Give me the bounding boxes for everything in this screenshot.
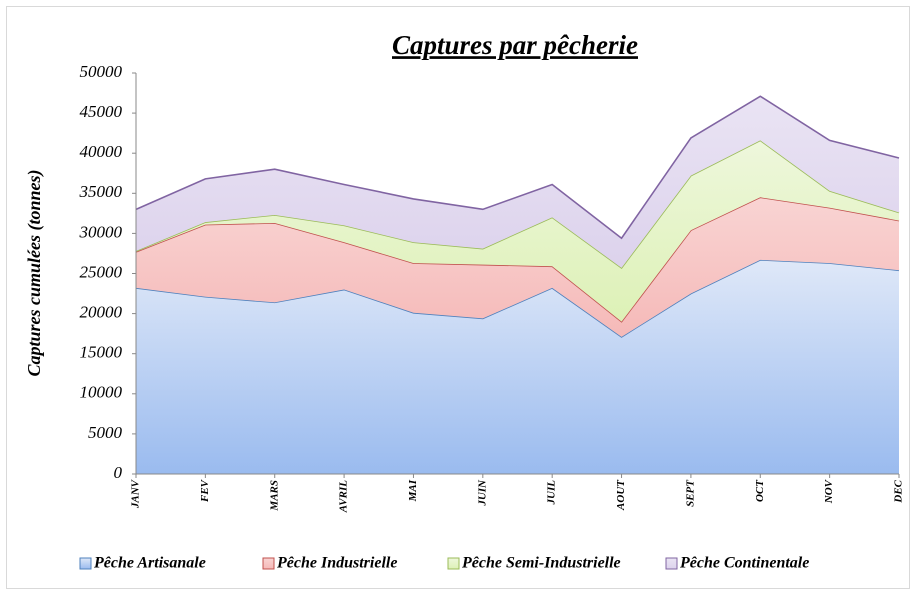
x-tick-label: MARS [268, 480, 280, 512]
y-tick-label: 30000 [79, 222, 123, 241]
area-fill [136, 140, 899, 322]
y-tick-label: 40000 [80, 142, 123, 161]
area-fill [136, 197, 899, 337]
y-tick-label: 15000 [80, 343, 123, 362]
area-fill [136, 259, 899, 474]
y-tick-label: 25000 [80, 262, 123, 281]
legend-label: Pêche Semi-Industrielle [461, 555, 621, 572]
legend-label: Pêche Continentale [679, 555, 809, 572]
y-tick-label: 45000 [80, 102, 123, 121]
y-tick-label: 5000 [88, 423, 123, 442]
legend-swatch [447, 557, 460, 570]
x-tick-label: JUIN [476, 479, 488, 507]
legend-swatch [79, 557, 92, 570]
x-tick-label: SEPT [684, 479, 696, 507]
x-tick-label: AOUT [615, 479, 627, 511]
y-tick-label: 10000 [80, 383, 123, 402]
x-tick-label: OCT [754, 479, 766, 502]
x-tick-label: FEV [199, 478, 211, 503]
x-tick-label: JANV [130, 478, 142, 509]
legend-label: Pêche Industrielle [276, 555, 397, 572]
legend-swatch [665, 557, 678, 570]
x-tick-label: NOV [823, 478, 835, 504]
y-tick-label: 20000 [80, 303, 123, 322]
legend-label: Pêche Artisanale [93, 555, 206, 572]
chart-title: Captures par pêcherie [392, 30, 638, 60]
y-tick-label: 35000 [79, 182, 123, 201]
y-axis-label: Captures cumulées (tonnes) [24, 169, 45, 376]
x-tick-label: AVRIL [338, 480, 350, 513]
x-tick-label: DEC [893, 479, 905, 503]
y-tick-label: 50000 [80, 62, 123, 81]
x-tick-label: MAI [407, 479, 419, 502]
x-tick-label: JUIL [546, 480, 558, 506]
y-tick-label: 0 [114, 463, 123, 482]
area-fill [136, 96, 899, 268]
area-line [135, 95, 900, 240]
legend-swatch [262, 557, 275, 570]
